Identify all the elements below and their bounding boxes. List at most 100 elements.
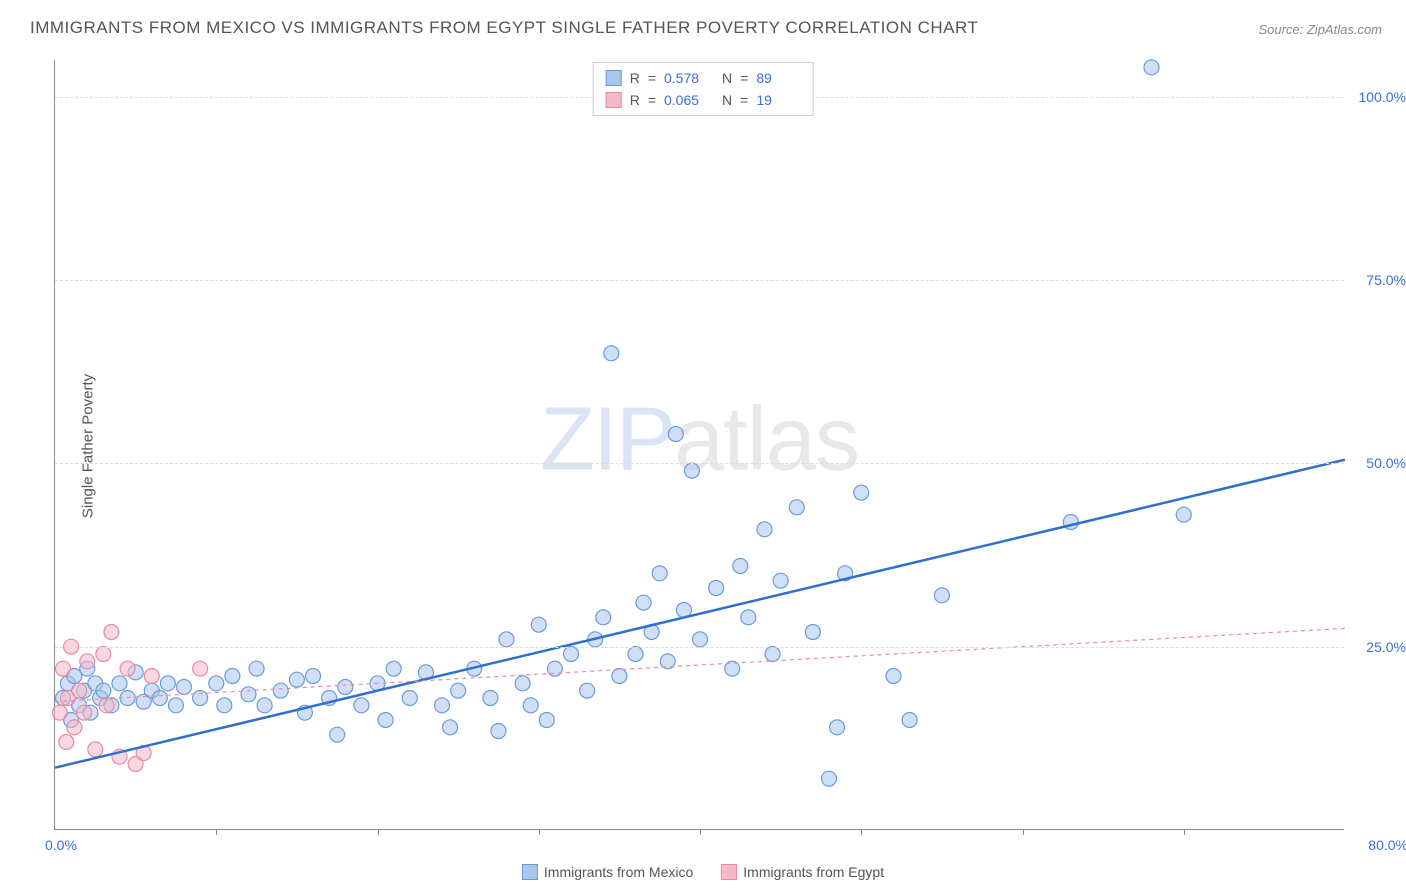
data-point xyxy=(668,427,683,442)
data-point xyxy=(88,742,103,757)
data-point xyxy=(241,687,256,702)
data-point xyxy=(515,676,530,691)
data-point xyxy=(72,683,87,698)
data-point xyxy=(1176,507,1191,522)
stats-row: R=0.065N=19 xyxy=(606,89,801,111)
data-point xyxy=(112,676,127,691)
data-point xyxy=(741,610,756,625)
data-point xyxy=(604,346,619,361)
x-axis-min-label: 0.0% xyxy=(45,837,77,853)
legend-swatch xyxy=(606,70,622,86)
data-point xyxy=(443,720,458,735)
data-point xyxy=(77,705,92,720)
data-point xyxy=(1144,60,1159,75)
data-point xyxy=(830,720,845,735)
data-point xyxy=(177,680,192,695)
x-tick xyxy=(378,829,379,835)
data-point xyxy=(483,691,498,706)
scatter-svg xyxy=(55,60,1344,829)
legend-label: Immigrants from Mexico xyxy=(544,864,693,880)
data-point xyxy=(354,698,369,713)
data-point xyxy=(67,720,82,735)
legend: Immigrants from Mexico Immigrants from Eg… xyxy=(522,864,884,880)
legend-item: Immigrants from Mexico xyxy=(522,864,693,880)
data-point xyxy=(451,683,466,698)
data-point xyxy=(144,669,159,684)
data-point xyxy=(773,573,788,588)
data-point xyxy=(120,661,135,676)
data-point xyxy=(193,661,208,676)
x-tick xyxy=(1023,829,1024,835)
data-point xyxy=(96,683,111,698)
legend-item: Immigrants from Egypt xyxy=(721,864,884,880)
data-point xyxy=(854,485,869,500)
data-point xyxy=(59,735,74,750)
data-point xyxy=(338,680,353,695)
data-point xyxy=(104,625,119,640)
data-point xyxy=(523,698,538,713)
data-point xyxy=(225,669,240,684)
legend-label: Immigrants from Egypt xyxy=(743,864,884,880)
data-point xyxy=(499,632,514,647)
chart-title: IMMIGRANTS FROM MEXICO VS IMMIGRANTS FRO… xyxy=(30,18,978,38)
data-point xyxy=(378,713,393,728)
y-tick-label: 100.0% xyxy=(1351,89,1406,105)
data-point xyxy=(789,500,804,515)
data-point xyxy=(289,672,304,687)
data-point xyxy=(684,463,699,478)
data-point xyxy=(402,691,417,706)
y-tick-label: 50.0% xyxy=(1351,455,1406,471)
data-point xyxy=(564,647,579,662)
data-point xyxy=(636,595,651,610)
y-tick-label: 25.0% xyxy=(1351,639,1406,655)
legend-swatch xyxy=(606,92,622,108)
source-attribution: Source: ZipAtlas.com xyxy=(1258,22,1382,37)
legend-swatch xyxy=(522,864,538,880)
data-point xyxy=(99,698,114,713)
data-point xyxy=(96,647,111,662)
legend-swatch xyxy=(721,864,737,880)
data-point xyxy=(160,676,175,691)
data-point xyxy=(757,522,772,537)
data-point xyxy=(934,588,949,603)
data-point xyxy=(805,625,820,640)
data-point xyxy=(886,669,901,684)
gridline xyxy=(55,280,1344,281)
x-tick xyxy=(700,829,701,835)
data-point xyxy=(193,691,208,706)
data-point xyxy=(652,566,667,581)
data-point xyxy=(491,724,506,739)
data-point xyxy=(580,683,595,698)
data-point xyxy=(709,581,724,596)
gridline xyxy=(55,647,1344,648)
data-point xyxy=(52,705,67,720)
x-tick xyxy=(861,829,862,835)
gridline xyxy=(55,463,1344,464)
data-point xyxy=(733,559,748,574)
data-point xyxy=(257,698,272,713)
x-tick xyxy=(1184,829,1185,835)
data-point xyxy=(306,669,321,684)
data-point xyxy=(822,771,837,786)
data-point xyxy=(531,617,546,632)
plot-area: ZIPatlas 0.0% 80.0% 25.0%50.0%75.0%100.0… xyxy=(54,60,1344,830)
data-point xyxy=(56,661,71,676)
data-point xyxy=(628,647,643,662)
x-tick xyxy=(539,829,540,835)
x-axis-max-label: 80.0% xyxy=(1368,837,1406,853)
data-point xyxy=(330,727,345,742)
data-point xyxy=(902,713,917,728)
data-point xyxy=(765,647,780,662)
data-point xyxy=(168,698,183,713)
y-tick-label: 75.0% xyxy=(1351,272,1406,288)
x-tick xyxy=(216,829,217,835)
data-point xyxy=(249,661,264,676)
data-point xyxy=(152,691,167,706)
stats-row: R=0.578N=89 xyxy=(606,67,801,89)
correlation-stats-box: R=0.578N=89R=0.065N=19 xyxy=(593,62,814,116)
data-point xyxy=(596,610,611,625)
data-point xyxy=(386,661,401,676)
data-point xyxy=(547,661,562,676)
data-point xyxy=(273,683,288,698)
data-point xyxy=(80,654,95,669)
